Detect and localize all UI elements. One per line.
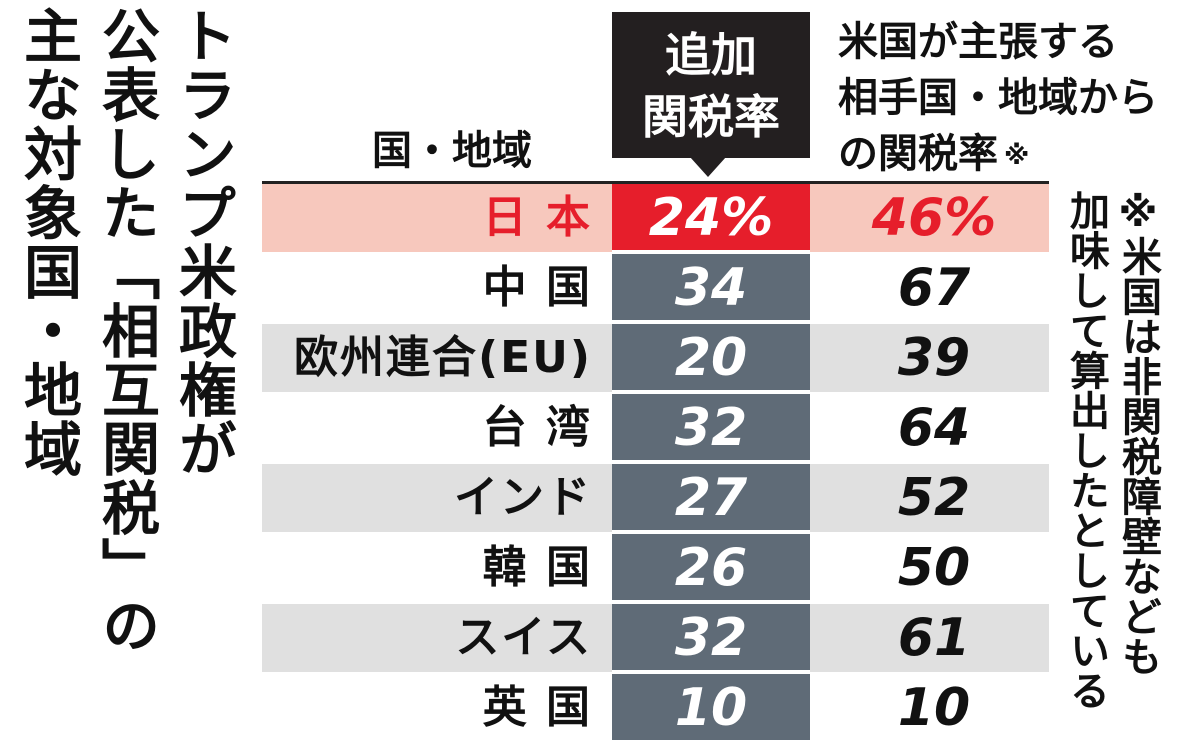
claimed-tariff-value: 61	[897, 608, 971, 668]
table-row: 英 国 10 10	[0, 674, 1200, 742]
additional-tariff-value: 32	[612, 604, 810, 672]
table-row: 日 本 24% 46%	[0, 184, 1200, 252]
claimed-tariff-value: 10	[897, 678, 971, 738]
title-line-3: 主な対象国・地域	[14, 6, 82, 478]
title-line-2: 公表した「相互関税」の	[92, 6, 160, 655]
country-name: 台 湾	[482, 402, 592, 453]
table-row: インド 27 52	[0, 464, 1200, 532]
claimed-tariff-value: 67	[897, 258, 971, 318]
claimed-tariff-value: 46%	[871, 188, 997, 248]
row-divider	[612, 390, 810, 392]
claimed-tariff-value: 39	[897, 328, 971, 388]
table-top-rule	[262, 181, 1049, 184]
additional-tariff-header-text: 追加 関税率	[642, 28, 780, 144]
claimed-tariff-value: 52	[897, 468, 971, 528]
title-line-1: トランプ米政権が	[169, 6, 237, 478]
additional-tariff-value: 32	[612, 394, 810, 462]
row-divider	[612, 530, 810, 532]
country-name: インド	[454, 472, 592, 523]
additional-tariff-value: 27	[612, 464, 810, 532]
claimed-tariff-note-mark: ※	[1004, 141, 1030, 171]
additional-tariff-value: 10	[612, 674, 810, 742]
row-divider	[612, 460, 810, 462]
table-row: 韓 国 26 50	[0, 534, 1200, 602]
table-row: 台 湾 32 64	[0, 394, 1200, 462]
country-name: 英 国	[482, 682, 592, 733]
header-pointer	[690, 157, 726, 177]
additional-tariff-value: 24%	[612, 184, 810, 252]
country-name: 韓 国	[482, 542, 592, 593]
country-name: 欧州連合(EU)	[293, 332, 592, 383]
claimed-tariff-value: 50	[897, 538, 971, 598]
additional-tariff-value: 34	[612, 254, 810, 322]
row-divider	[612, 250, 810, 252]
row-divider	[612, 670, 810, 672]
row-divider	[612, 600, 810, 602]
claimed-tariff-value: 64	[897, 398, 971, 458]
row-divider	[612, 740, 810, 742]
table-row: スイス 32 61	[0, 604, 1200, 672]
table-row: 欧州連合(EU) 20 39	[0, 324, 1200, 392]
additional-tariff-value: 20	[612, 324, 810, 392]
country-column-header: 国・地域	[372, 128, 532, 174]
claimed-tariff-header-text: 米国が主張する 相手国・地域から の関税率	[838, 19, 1158, 177]
additional-tariff-header: 追加 関税率	[612, 12, 810, 158]
claimed-tariff-header: 米国が主張する 相手国・地域から の関税率 ※	[838, 14, 1198, 184]
table-row: 中 国 34 67	[0, 254, 1200, 322]
country-name: 中 国	[482, 262, 592, 313]
footnote: ※米国は非関税障壁なども 加味して算出したとしている	[1060, 190, 1164, 740]
additional-tariff-value: 26	[612, 534, 810, 602]
country-name: 日 本	[482, 192, 592, 243]
row-divider	[612, 320, 810, 322]
country-name: スイス	[455, 612, 592, 663]
